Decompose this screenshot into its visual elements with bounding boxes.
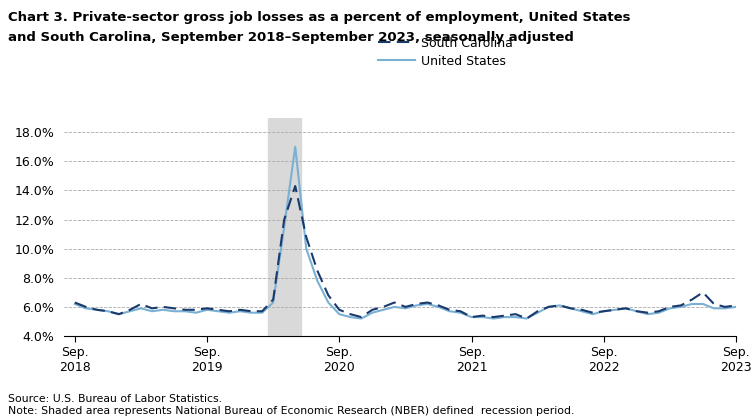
Legend: South Carolina, United States: South Carolina, United States (372, 32, 518, 73)
Bar (267, 118, 300, 336)
Text: Chart 3. Private-sector gross job losses as a percent of employment, United Stat: Chart 3. Private-sector gross job losses… (8, 10, 630, 24)
Text: Source: U.S. Bureau of Labor Statistics.
Note: Shaded area represents National B: Source: U.S. Bureau of Labor Statistics.… (8, 394, 574, 416)
Text: and South Carolina, September 2018–September 2023, seasonally adjusted: and South Carolina, September 2018–Septe… (8, 32, 573, 45)
